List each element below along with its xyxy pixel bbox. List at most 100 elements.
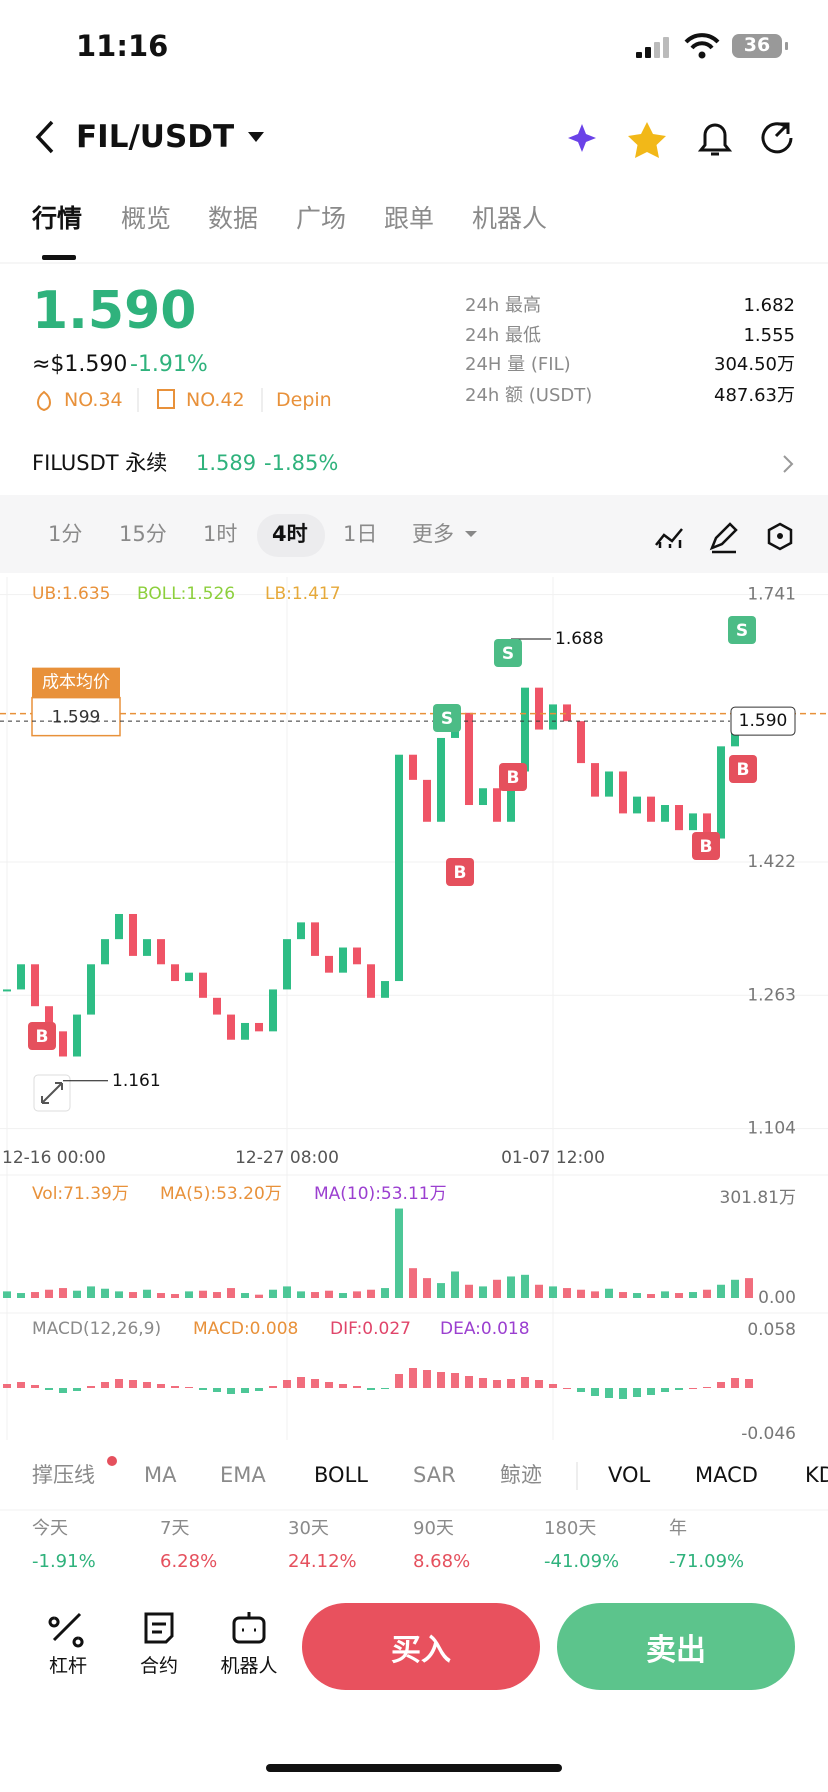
contract-icon[interactable] [144, 1612, 174, 1644]
volume-bar [395, 1208, 403, 1298]
macd-bar [731, 1378, 739, 1388]
trade-marker [494, 639, 522, 667]
indicator-tab[interactable]: 鲸迹 [500, 1463, 542, 1487]
volume-bar [367, 1289, 375, 1298]
indicator-tab[interactable]: SAR [413, 1463, 456, 1487]
tool-label[interactable]: 合约 [139, 1655, 178, 1677]
volume-bar [535, 1284, 543, 1298]
stat-label: 24h 最低 [465, 325, 542, 346]
macd-bar [227, 1388, 235, 1394]
tag[interactable]: NO.42 [186, 389, 245, 411]
volume-bar [3, 1291, 11, 1298]
sell-button[interactable]: 卖出 [557, 1603, 795, 1690]
leverage-icon[interactable] [48, 1612, 84, 1648]
indicator-tab[interactable]: KD [805, 1463, 828, 1487]
candle [87, 964, 95, 1015]
trade-marker [728, 616, 756, 644]
indicator-tab[interactable]: VOL [608, 1463, 651, 1487]
tab-underline [42, 255, 76, 260]
indicator-boll: BOLL:1.526 [137, 584, 236, 604]
ai-icon[interactable] [568, 124, 596, 152]
back-icon[interactable] [35, 120, 54, 154]
tab[interactable]: 行情 [32, 204, 83, 233]
volume-bar [409, 1268, 417, 1298]
volume-bar [619, 1292, 627, 1298]
candle [339, 947, 347, 973]
candle [115, 913, 123, 940]
vol-legend: MA(5):53.20万 [160, 1184, 282, 1204]
macd-bar [745, 1379, 753, 1388]
interval[interactable]: 4时 [272, 522, 308, 546]
interval[interactable]: 更多 [412, 522, 454, 546]
macd-bar [101, 1382, 109, 1388]
volume-bar [199, 1290, 207, 1298]
rank-icon [157, 389, 175, 409]
volume-bar [689, 1292, 697, 1298]
candle [381, 981, 389, 998]
tab[interactable]: 数据 [208, 204, 259, 233]
vol-legend: Vol:71.39万 [32, 1184, 129, 1204]
candle [619, 771, 627, 814]
last-price: 1.590 [32, 281, 197, 341]
indicator-tab[interactable]: MACD [695, 1463, 758, 1487]
share-icon[interactable] [761, 122, 793, 154]
tab[interactable]: 机器人 [472, 204, 548, 233]
status-time: 11:16 [76, 29, 169, 63]
indicator-tab[interactable]: BOLL [314, 1463, 368, 1487]
stat-label: 24h 额 (USDT) [465, 385, 593, 406]
tag[interactable]: Depin [276, 389, 332, 411]
draw-icon[interactable] [709, 522, 738, 554]
interval[interactable]: 1分 [48, 522, 83, 546]
indicator-tab[interactable]: 撑压线 [32, 1463, 95, 1487]
tag[interactable]: NO.34 [64, 389, 123, 411]
robot-icon[interactable] [232, 1616, 266, 1644]
perp-change: -1.85% [264, 451, 339, 475]
indicator-tab[interactable]: EMA [220, 1463, 266, 1487]
volume-bar [633, 1293, 641, 1298]
indicator-icon[interactable] [655, 528, 683, 548]
interval[interactable]: 1时 [203, 522, 238, 546]
battery-tip [785, 42, 788, 50]
settings-icon[interactable] [767, 522, 793, 551]
y-tick-label: 1.104 [747, 1119, 796, 1139]
volume-bar [479, 1286, 487, 1298]
candle [689, 813, 697, 831]
volume-bar [339, 1293, 347, 1298]
interval[interactable]: 1日 [343, 522, 378, 546]
candle [493, 788, 501, 822]
pair-title[interactable]: FIL/USDT [76, 119, 235, 155]
macd-bar [689, 1388, 697, 1389]
star-icon[interactable] [628, 122, 666, 158]
volume-bar [451, 1271, 459, 1298]
volume-bar [465, 1284, 473, 1298]
vol-legend: MA(10):53.11万 [314, 1184, 447, 1204]
dropdown-icon[interactable] [248, 132, 264, 142]
trade-marker-label: S [502, 644, 514, 664]
volume-bar [59, 1288, 67, 1298]
more-caret [465, 531, 477, 537]
volume-bar [311, 1292, 319, 1298]
tool-label[interactable]: 杠杆 [48, 1655, 87, 1677]
volume-bar [325, 1290, 333, 1298]
tab[interactable]: 概览 [121, 204, 172, 233]
indicator-tab[interactable]: MA [144, 1463, 177, 1487]
macd-bar [255, 1388, 263, 1391]
tab[interactable]: 广场 [296, 204, 347, 233]
chevron-icon[interactable] [783, 455, 794, 473]
x-tick-label: 01-07 12:00 [501, 1148, 605, 1168]
buy-button[interactable]: 买入 [302, 1603, 540, 1690]
volume-bar [745, 1278, 753, 1298]
interval[interactable]: 15分 [119, 522, 167, 546]
perp-name[interactable]: FILUSDT 永续 [32, 451, 168, 475]
candle [213, 997, 221, 1015]
tool-label[interactable]: 机器人 [220, 1655, 278, 1677]
macd-legend: DEA:0.018 [440, 1319, 530, 1339]
volume-bar [171, 1294, 179, 1298]
bell-icon[interactable] [697, 123, 733, 156]
tab[interactable]: 跟单 [384, 204, 435, 233]
macd-bar [535, 1380, 543, 1388]
trade-marker [28, 1022, 56, 1050]
trade-marker-label: S [441, 709, 453, 729]
candle [521, 687, 529, 772]
